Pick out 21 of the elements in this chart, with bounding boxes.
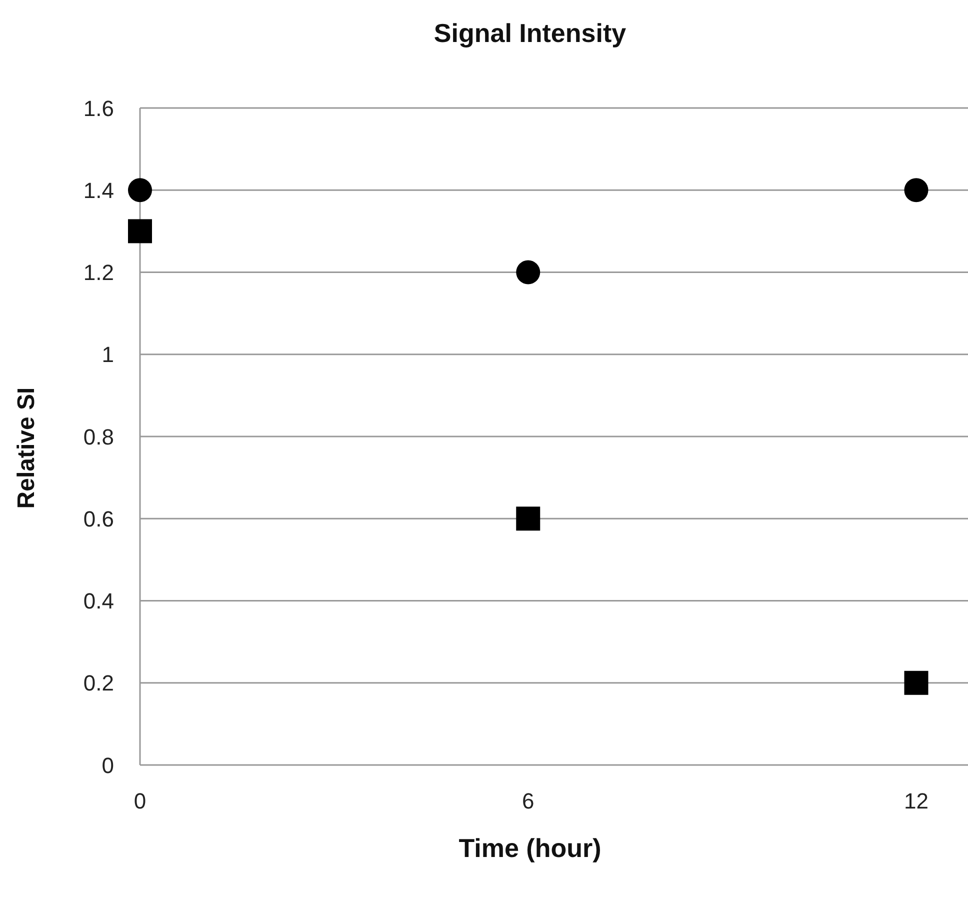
y-tick-label: 0 bbox=[102, 752, 114, 778]
x-tick-label: 6 bbox=[522, 788, 534, 814]
x-tick-label: 12 bbox=[904, 788, 928, 814]
point bbox=[516, 506, 540, 531]
y-tick-label: 1.4 bbox=[83, 178, 114, 203]
point bbox=[516, 260, 540, 284]
y-tick-label: 0.8 bbox=[83, 424, 114, 450]
chart-title: Signal Intensity bbox=[432, 18, 628, 49]
y-axis-title: Relative SI bbox=[13, 386, 41, 511]
point bbox=[904, 178, 928, 202]
y-tick-label: 1.6 bbox=[83, 96, 114, 121]
y-tick-label: 1 bbox=[102, 342, 114, 368]
y-tick-label: 0.2 bbox=[83, 670, 114, 696]
x-axis-title: Time (hour) bbox=[458, 833, 602, 864]
y-tick-label: 1.2 bbox=[83, 260, 114, 286]
x-tick-label: 0 bbox=[134, 788, 146, 814]
point bbox=[904, 670, 928, 695]
point bbox=[128, 219, 152, 244]
y-tick-label: 0.4 bbox=[83, 588, 114, 614]
y-tick-label: 0.6 bbox=[83, 506, 114, 532]
point bbox=[128, 178, 152, 202]
